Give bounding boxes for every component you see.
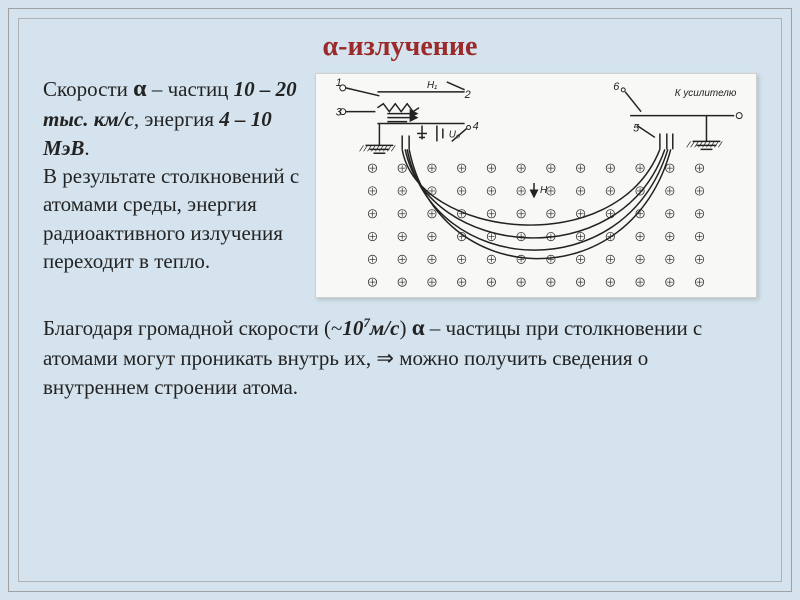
p2-speed: 10	[342, 316, 363, 340]
detector-apparatus: 6 5 К усилителю	[613, 81, 742, 149]
paragraph-1: Скорости α – частиц 10 – 20 тыс. км/с, э…	[43, 73, 303, 275]
label-amp: К усилителю	[675, 88, 737, 99]
label-1: 1	[336, 77, 342, 89]
label-5: 5	[633, 122, 640, 134]
p1-period: .	[84, 136, 89, 160]
p1-rest: В результате столкновений с атомами сред…	[43, 164, 299, 273]
p2-mid: )	[399, 316, 411, 340]
slide-title: α-излучение	[43, 31, 757, 63]
p1-pre: Скорости	[43, 77, 133, 101]
p2-unit: м/с	[370, 316, 400, 340]
paragraph-2: Благодаря громадной скорости (~107м/с) α…	[43, 312, 757, 402]
p2-pre: Благодаря громадной скорости (~	[43, 316, 342, 340]
implies-arrow: ⇒	[376, 346, 394, 370]
slide-frame: α-излучение Скорости α – частиц 10 – 20 …	[18, 18, 782, 582]
label-H1: H₁	[427, 80, 437, 91]
label-4: 4	[473, 121, 479, 133]
particle-trajectories	[402, 149, 671, 258]
p1-mid: – частиц	[147, 77, 234, 101]
p1-mid2: , энергия	[134, 107, 219, 131]
alpha-symbol: α	[133, 76, 146, 102]
content-row: Скорости α – частиц 10 – 20 тыс. км/с, э…	[43, 73, 757, 298]
source-apparatus: 1 3 H₁ 2	[336, 77, 479, 153]
label-6: 6	[613, 81, 620, 93]
label-3: 3	[336, 107, 342, 119]
alpha-symbol-2: α	[412, 315, 425, 340]
physics-diagram: 1 3 H₁ 2	[315, 73, 757, 298]
label-2: 2	[464, 89, 471, 101]
label-H: H	[540, 185, 548, 196]
